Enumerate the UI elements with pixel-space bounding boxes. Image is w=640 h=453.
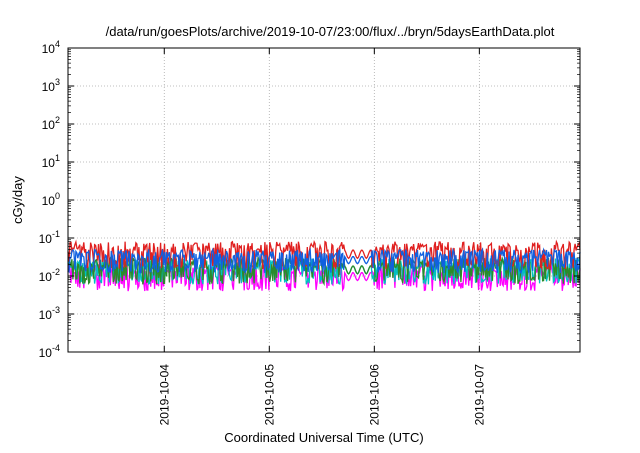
series-layer — [67, 239, 581, 292]
y-tick-label: 101 — [42, 153, 60, 170]
y-axis: 10-4 10-3 10-2 10-1 100 101 102 103 104 — [39, 39, 580, 360]
y-axis-label: cGy/day — [10, 176, 25, 224]
y-tick-label: 104 — [42, 39, 60, 56]
x-axis: 2019-10-04 2019-10-05 2019-10-06 2019-10-07 — [157, 48, 486, 425]
y-tick-label: 10-4 — [39, 343, 60, 360]
grid — [68, 48, 580, 352]
y-tick-label: 10-1 — [39, 229, 60, 246]
x-tick-label: 2019-10-06 — [367, 364, 381, 426]
y-tick-label: 100 — [42, 191, 60, 208]
y-tick-label: 10-3 — [39, 305, 60, 322]
x-tick-label: 2019-10-05 — [262, 364, 276, 426]
series-line — [67, 255, 581, 287]
series-line — [67, 247, 581, 275]
x-tick-label: 2019-10-07 — [472, 364, 486, 426]
y-tick-label: 103 — [42, 77, 60, 94]
x-tick-label: 2019-10-04 — [157, 364, 171, 426]
y-tick-label: 102 — [42, 115, 60, 132]
chart-title: /data/run/goesPlots/archive/2019-10-07/2… — [106, 24, 555, 39]
x-axis-label: Coordinated Universal Time (UTC) — [224, 430, 423, 445]
y-tick-label: 10-2 — [39, 267, 60, 284]
